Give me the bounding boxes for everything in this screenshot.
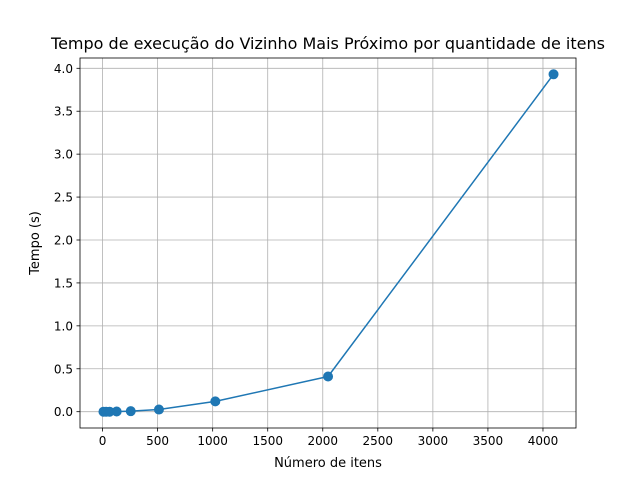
y-axis-label: Tempo (s) (28, 211, 43, 276)
data-point (323, 371, 334, 382)
x-tick-label: 2500 (363, 434, 394, 448)
x-tick-label: 3500 (473, 434, 504, 448)
y-tick-label: 2.5 (54, 191, 73, 205)
series-layer (98, 69, 559, 417)
y-tick-label: 3.5 (54, 105, 73, 119)
y-axis: 0.0 0.5 1.0 1.5 2.0 2.5 3.0 3.5 4.0 (54, 62, 80, 419)
y-tick-label: 2.0 (54, 233, 73, 247)
data-point (125, 406, 136, 417)
x-tick-label: 4000 (528, 434, 559, 448)
data-point (153, 404, 164, 415)
data-point (111, 406, 122, 417)
x-axis-label: Número de itens (274, 456, 382, 471)
x-tick-label: 3000 (418, 434, 449, 448)
x-tick-label: 500 (146, 434, 169, 448)
data-point (210, 396, 221, 407)
chart-title: Tempo de execução do Vizinho Mais Próxim… (50, 34, 605, 53)
x-axis: 0 500 1000 1500 2000 2500 3000 3500 4000 (99, 428, 558, 448)
x-tick-label: 2000 (307, 434, 338, 448)
y-tick-label: 1.5 (54, 276, 73, 290)
y-tick-label: 0.5 (54, 362, 73, 376)
x-tick-label: 1500 (252, 434, 283, 448)
x-tick-label: 1000 (197, 434, 228, 448)
data-point (548, 69, 559, 80)
y-tick-label: 3.0 (54, 148, 73, 162)
y-tick-label: 1.0 (54, 319, 73, 333)
plot-area-frame (79, 57, 577, 429)
y-tick-label: 0.0 (54, 405, 73, 419)
y-tick-label: 4.0 (54, 62, 73, 76)
grid-lines (80, 58, 576, 428)
x-tick-label: 0 (99, 434, 107, 448)
